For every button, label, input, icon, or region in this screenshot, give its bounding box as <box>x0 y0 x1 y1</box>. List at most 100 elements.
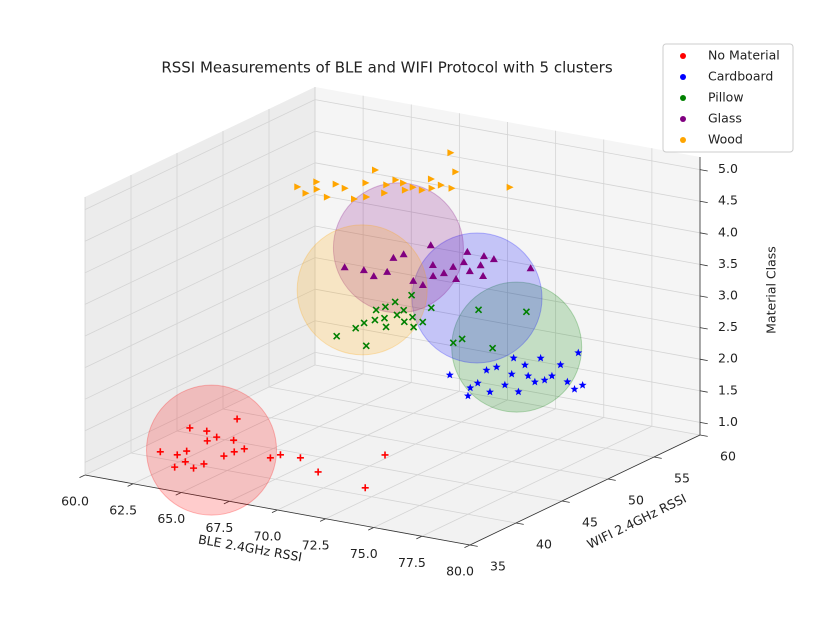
grid-line <box>181 382 412 493</box>
data-point <box>233 415 241 423</box>
x-tick-label: 75.0 <box>350 546 378 561</box>
data-point <box>482 366 491 374</box>
grid-line <box>314 320 701 392</box>
data-point <box>173 451 181 459</box>
z-tick-label: 3.0 <box>718 288 738 303</box>
tick-mark <box>699 200 708 204</box>
z-axis-label: Material Class <box>764 246 779 334</box>
data-point <box>486 387 494 396</box>
data-point <box>466 383 475 392</box>
y-tick-label: 60 <box>720 449 736 464</box>
data-point <box>352 324 360 332</box>
x-tick-label: 62.5 <box>109 502 137 517</box>
data-point <box>427 175 435 183</box>
data-point <box>266 454 274 462</box>
data-point <box>383 267 392 275</box>
data-point <box>401 186 409 194</box>
z-tick-label: 5.0 <box>718 161 738 176</box>
cluster <box>146 384 278 516</box>
data-point <box>426 241 435 249</box>
data-point <box>408 313 417 321</box>
data-point <box>230 436 238 444</box>
data-point <box>439 269 448 277</box>
data-point <box>418 281 427 289</box>
grid-line <box>314 364 701 436</box>
tick-mark <box>699 421 708 425</box>
data-point <box>474 306 483 314</box>
tick-mark <box>699 295 708 298</box>
data-point <box>359 266 368 274</box>
x-tick-label: 60.0 <box>61 494 89 509</box>
cluster <box>296 224 428 356</box>
data-point <box>400 306 408 314</box>
data-point <box>381 189 389 197</box>
tick-mark <box>561 500 570 503</box>
legend-label: Cardboard <box>708 69 773 84</box>
grid-line <box>314 130 701 202</box>
data-point <box>522 308 530 316</box>
data-point <box>220 452 228 460</box>
data-point <box>514 387 523 396</box>
grid-line <box>84 364 316 476</box>
data-point <box>313 185 321 193</box>
tick-mark <box>699 264 708 267</box>
tick-mark <box>79 474 86 479</box>
data-point <box>372 306 380 314</box>
y-tick-label: 50 <box>628 493 644 508</box>
data-point <box>399 250 408 258</box>
data-point <box>410 323 418 331</box>
data-point <box>200 460 208 468</box>
data-point <box>524 371 533 380</box>
x-tick-label: 67.5 <box>205 520 233 535</box>
z-tick-label: 1.0 <box>718 414 738 429</box>
legend-marker <box>680 137 686 143</box>
grid <box>79 87 708 549</box>
data-point <box>458 335 466 343</box>
x-tick-label: 72.5 <box>302 537 330 552</box>
grid-line <box>314 257 701 328</box>
data-point <box>418 186 426 194</box>
data-point <box>156 448 164 456</box>
data-point <box>492 362 501 371</box>
data-point <box>452 168 460 176</box>
data-point <box>419 318 427 326</box>
data-point <box>382 323 390 331</box>
data-point <box>381 451 389 459</box>
data-point <box>240 445 248 453</box>
cluster <box>411 232 543 364</box>
data-point <box>463 247 472 255</box>
grid-line <box>229 390 460 502</box>
legend: No Material Cardboard Pillow Glass Wood <box>662 43 794 153</box>
grid-line <box>373 417 604 528</box>
data-point <box>171 463 179 471</box>
data-point <box>362 179 370 187</box>
grid-line <box>222 408 609 480</box>
grid-line <box>84 99 316 210</box>
z-tick-label: 2.0 <box>718 351 738 366</box>
data-point <box>383 181 391 189</box>
data-point <box>371 166 379 174</box>
data-point <box>400 318 408 326</box>
tick-mark <box>515 522 524 525</box>
data-point <box>323 193 331 201</box>
x-tick-label: 70.0 <box>254 529 282 544</box>
legend-marker <box>680 53 686 59</box>
data-point <box>464 391 472 400</box>
clusters <box>146 182 583 516</box>
tick-mark <box>699 434 708 437</box>
tick-mark <box>699 169 708 172</box>
data-point <box>340 263 349 271</box>
grid-line <box>314 162 701 234</box>
data-point <box>332 180 340 188</box>
grid-line <box>84 162 316 274</box>
grid-line <box>176 430 563 502</box>
data-point <box>213 433 221 441</box>
data-point <box>203 437 211 445</box>
data-point <box>479 252 488 260</box>
data-point <box>363 193 371 201</box>
data-point <box>380 314 389 322</box>
y-tick-label: 55 <box>674 471 690 486</box>
grid-line <box>84 257 316 368</box>
grid-line <box>314 225 701 297</box>
data-point <box>578 381 587 389</box>
